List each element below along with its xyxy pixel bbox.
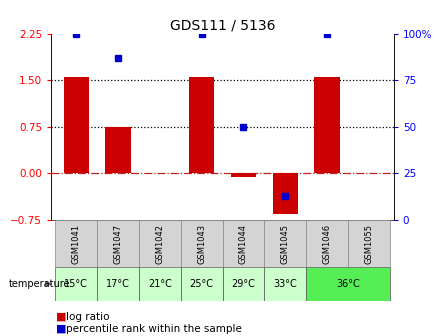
Text: GSM1046: GSM1046 — [323, 223, 332, 264]
Text: GSM1045: GSM1045 — [281, 223, 290, 264]
Text: 25°C: 25°C — [190, 279, 214, 289]
Bar — [348, 220, 390, 267]
Bar — [264, 220, 306, 267]
Bar — [97, 267, 139, 301]
Text: GSM1055: GSM1055 — [364, 223, 373, 264]
Text: 21°C: 21°C — [148, 279, 172, 289]
Text: temperature: temperature — [9, 279, 70, 289]
Bar — [273, 173, 298, 214]
Text: ■: ■ — [56, 311, 66, 322]
Bar — [222, 220, 264, 267]
Bar — [306, 267, 390, 301]
Text: 17°C: 17°C — [106, 279, 130, 289]
Text: GSM1041: GSM1041 — [72, 223, 81, 264]
Bar — [55, 220, 97, 267]
Bar — [222, 267, 264, 301]
Text: ■: ■ — [56, 324, 66, 334]
Bar — [55, 267, 97, 301]
Bar — [64, 77, 89, 173]
Bar — [139, 220, 181, 267]
Text: GSM1044: GSM1044 — [239, 223, 248, 264]
Bar — [105, 127, 130, 173]
Bar — [306, 220, 348, 267]
Text: 15°C: 15°C — [65, 279, 88, 289]
Title: GDS111 / 5136: GDS111 / 5136 — [170, 18, 275, 33]
Text: 29°C: 29°C — [231, 279, 255, 289]
Text: GSM1042: GSM1042 — [155, 223, 164, 264]
Bar — [97, 220, 139, 267]
Bar — [181, 220, 222, 267]
Bar — [264, 267, 306, 301]
Bar — [315, 77, 340, 173]
Bar — [231, 173, 256, 177]
Text: GSM1047: GSM1047 — [113, 223, 122, 264]
Bar — [139, 267, 181, 301]
Text: 36°C: 36°C — [336, 279, 360, 289]
Text: 33°C: 33°C — [273, 279, 297, 289]
Text: GSM1043: GSM1043 — [197, 223, 206, 264]
Text: percentile rank within the sample: percentile rank within the sample — [66, 324, 242, 334]
Bar — [181, 267, 222, 301]
Bar — [189, 77, 214, 173]
Text: log ratio: log ratio — [66, 311, 109, 322]
